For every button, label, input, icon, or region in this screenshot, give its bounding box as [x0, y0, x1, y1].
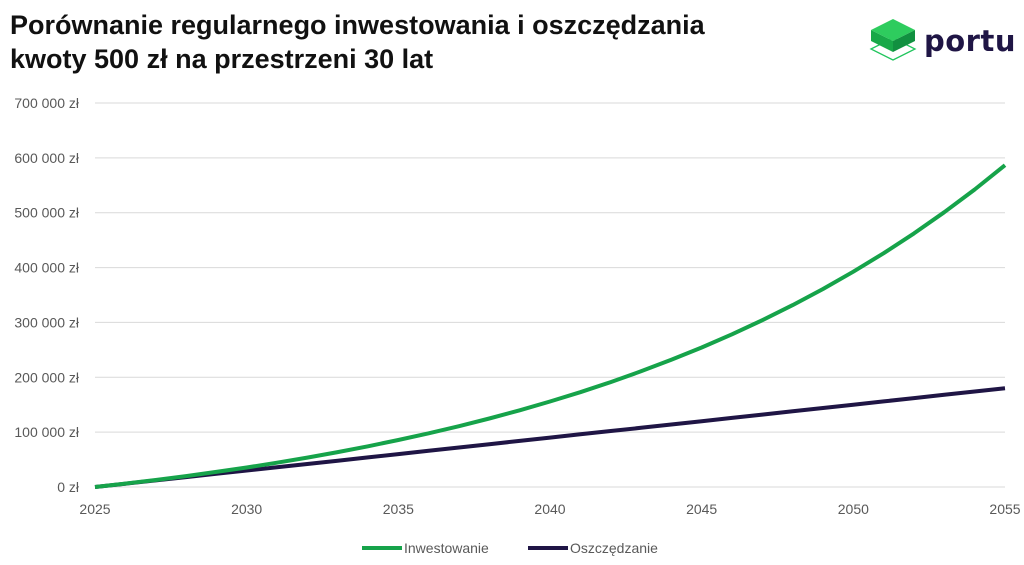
- x-tick-label: 2045: [686, 501, 717, 517]
- portu-logo: portu: [868, 16, 1016, 66]
- title-line-1: Porównanie regularnego inwestowania i os…: [10, 10, 705, 40]
- logo-text: portu: [924, 24, 1016, 58]
- y-tick-label: 700 000 zł: [14, 95, 79, 111]
- x-tick-label: 2025: [79, 501, 110, 517]
- x-tick-label: 2055: [989, 501, 1020, 517]
- x-tick-label: 2030: [231, 501, 262, 517]
- title-line-2: kwoty 500 zł na przestrzeni 30 lat: [10, 44, 434, 74]
- y-tick-label: 300 000 zł: [14, 314, 79, 330]
- y-tick-label: 600 000 zł: [14, 150, 79, 166]
- legend-label-1: Oszczędzanie: [570, 540, 658, 556]
- y-tick-label: 200 000 zł: [14, 369, 79, 385]
- legend-label-0: Inwestowanie: [404, 540, 489, 556]
- x-tick-label: 2050: [838, 501, 869, 517]
- series-line-1: [94, 386, 1006, 489]
- y-tick-label: 400 000 zł: [14, 260, 79, 276]
- chart-title: Porównanie regularnego inwestowania i os…: [10, 8, 830, 76]
- x-tick-label: 2040: [534, 501, 565, 517]
- y-tick-label: 0 zł: [57, 479, 80, 495]
- x-tick-label: 2035: [383, 501, 414, 517]
- cube-logo-icon: [869, 19, 917, 61]
- y-tick-label: 100 000 zł: [14, 424, 79, 440]
- y-tick-label: 500 000 zł: [14, 205, 79, 221]
- series-line-0: [94, 163, 1007, 489]
